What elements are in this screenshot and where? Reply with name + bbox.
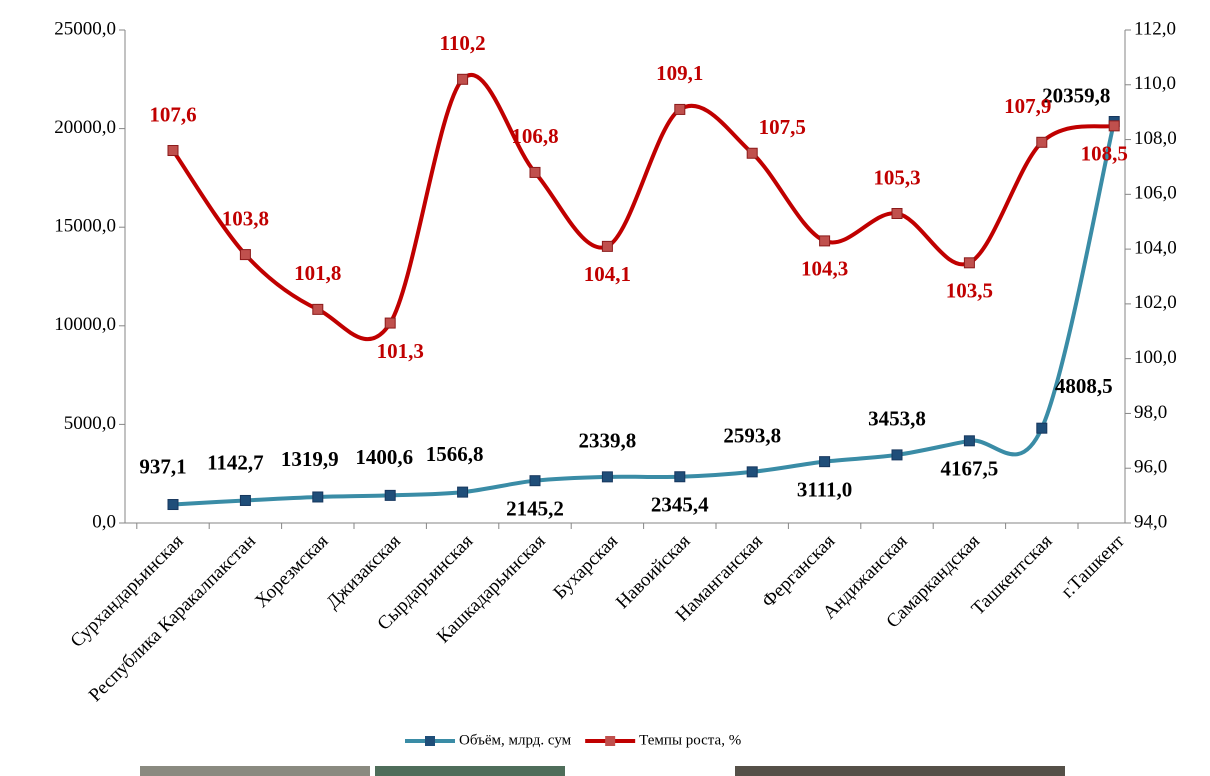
data-label: 105,3 — [873, 165, 920, 189]
marker — [529, 166, 541, 178]
marker — [601, 471, 613, 483]
legend-item: Объём, млрд. сум — [405, 732, 572, 748]
data-label: 4808,5 — [1055, 374, 1113, 398]
y2-tick-label: 100,0 — [1134, 347, 1177, 368]
data-label: 2145,2 — [506, 497, 564, 521]
data-label: 4167,5 — [941, 457, 999, 481]
data-label: 101,8 — [294, 261, 341, 285]
marker — [1036, 136, 1048, 148]
y-tick-label: 15000,0 — [54, 216, 116, 237]
legend-label: Темпы роста, % — [639, 732, 741, 748]
marker — [963, 257, 975, 269]
line — [171, 73, 1115, 342]
data-label: 104,3 — [801, 257, 848, 281]
y2-tick-label: 104,0 — [1134, 237, 1177, 258]
marker — [746, 466, 758, 478]
photo-strip — [375, 766, 565, 776]
marker — [601, 240, 613, 252]
x-tick-label: Хорезмская — [251, 531, 333, 613]
y2-tick-label: 96,0 — [1134, 457, 1167, 478]
x-tick-label: Бухарская — [549, 531, 622, 604]
data-label: 1400,6 — [355, 445, 413, 469]
data-label: 104,1 — [584, 262, 631, 286]
data-label: 2345,4 — [651, 493, 709, 517]
data-label: 110,2 — [440, 31, 486, 55]
marker — [167, 145, 179, 157]
photo-strip — [735, 766, 1065, 776]
y2-tick-label: 108,0 — [1134, 128, 1177, 149]
data-label: 2339,8 — [579, 429, 637, 453]
marker — [239, 249, 251, 261]
marker — [239, 494, 251, 506]
y2-tick-label: 94,0 — [1134, 511, 1167, 532]
marker — [891, 449, 903, 461]
marker — [167, 499, 179, 511]
data-label: 3111,0 — [797, 477, 852, 501]
data-label: 109,1 — [656, 61, 703, 85]
data-label: 2593,8 — [723, 424, 781, 448]
legend-label: Объём, млрд. сум — [459, 732, 572, 748]
y-tick-label: 25000,0 — [54, 18, 116, 39]
data-label: 3453,8 — [868, 407, 926, 431]
y-tick-label: 10000,0 — [54, 314, 116, 335]
marker — [746, 147, 758, 159]
legend-item: Темпы роста, % — [585, 732, 741, 748]
y-tick-label: 5000,0 — [64, 413, 116, 434]
marker — [674, 471, 686, 483]
data-label: 1319,9 — [281, 447, 339, 471]
data-label: 1142,7 — [207, 450, 264, 474]
marker — [312, 491, 324, 503]
marker — [674, 103, 686, 115]
x-tick-label: г.Ташкент — [1057, 530, 1129, 602]
photo-strip — [140, 766, 370, 776]
data-label: 107,5 — [759, 115, 806, 139]
y-tick-label: 20000,0 — [54, 117, 116, 138]
marker — [384, 489, 396, 501]
y2-tick-label: 112,0 — [1134, 18, 1176, 39]
data-label: 20359,8 — [1042, 83, 1110, 107]
y-tick-label: 0,0 — [92, 511, 116, 532]
data-label: 103,5 — [946, 279, 993, 303]
marker — [457, 486, 469, 498]
marker — [1036, 422, 1048, 434]
y2-tick-label: 110,0 — [1134, 73, 1176, 94]
data-label: 103,8 — [222, 206, 269, 230]
data-label: 937,1 — [139, 454, 186, 478]
y2-tick-label: 98,0 — [1134, 402, 1167, 423]
data-label: 106,8 — [511, 124, 558, 148]
marker — [457, 73, 469, 85]
data-label: 101,3 — [377, 339, 424, 363]
legend-marker — [605, 736, 616, 746]
legend-marker — [425, 736, 435, 746]
marker — [312, 303, 324, 315]
y2-tick-label: 106,0 — [1134, 183, 1177, 204]
marker — [819, 456, 831, 468]
marker — [384, 317, 396, 329]
data-label: 107,6 — [149, 102, 196, 126]
marker — [963, 435, 975, 447]
data-label: 1566,8 — [426, 442, 484, 466]
data-label: 107,9 — [1004, 94, 1051, 118]
data-label: 108,5 — [1081, 142, 1128, 166]
y2-tick-label: 102,0 — [1134, 292, 1177, 313]
marker — [529, 475, 541, 487]
marker — [1108, 120, 1120, 132]
marker — [819, 235, 831, 247]
marker — [891, 208, 903, 220]
